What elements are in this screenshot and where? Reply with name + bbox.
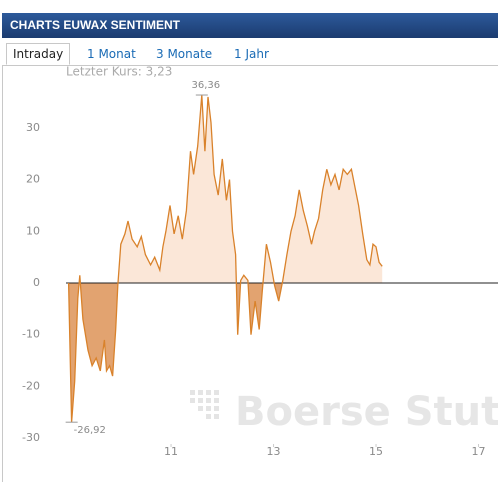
header: CHARTS EUWAX SENTIMENT bbox=[2, 13, 498, 38]
min-label: -26,92 bbox=[74, 425, 106, 436]
y-tick-label: -30 bbox=[22, 431, 40, 444]
x-tick-label: 11 bbox=[164, 445, 178, 458]
y-tick-label: 0 bbox=[33, 276, 40, 289]
line bbox=[67, 94, 383, 423]
area-negative bbox=[68, 283, 383, 423]
tab[interactable]: 1 Jahr bbox=[234, 47, 269, 61]
watermark-icon bbox=[190, 390, 219, 419]
tab[interactable]: 3 Monate bbox=[156, 47, 213, 61]
tab[interactable]: Intraday bbox=[6, 43, 71, 65]
y-tick-label: -20 bbox=[22, 379, 40, 392]
y-tick-label: -10 bbox=[22, 328, 40, 341]
y-tick-label: 20 bbox=[26, 173, 40, 186]
x-tick-label: 15 bbox=[369, 445, 383, 458]
tab-bar: Intraday 1 Monat 3 Monate 1 Jahr bbox=[2, 40, 498, 66]
last-price: Letzter Kurs: 3,23 bbox=[66, 65, 172, 79]
y-tick-label: 30 bbox=[26, 121, 40, 134]
y-tick-label: 10 bbox=[26, 224, 40, 237]
watermark: Boerse Stuttgart bbox=[235, 389, 498, 435]
area-positive bbox=[68, 95, 383, 284]
x-tick-label: 13 bbox=[267, 445, 281, 458]
x-tick-label: 17 bbox=[472, 445, 486, 458]
max-label: 36,36 bbox=[191, 80, 220, 91]
frame-line bbox=[2, 66, 3, 482]
tab[interactable]: 1 Monat bbox=[87, 47, 136, 61]
